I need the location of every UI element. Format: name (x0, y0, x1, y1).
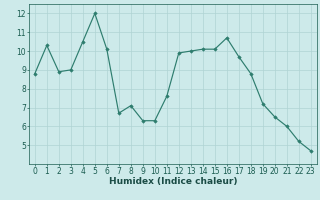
X-axis label: Humidex (Indice chaleur): Humidex (Indice chaleur) (108, 177, 237, 186)
